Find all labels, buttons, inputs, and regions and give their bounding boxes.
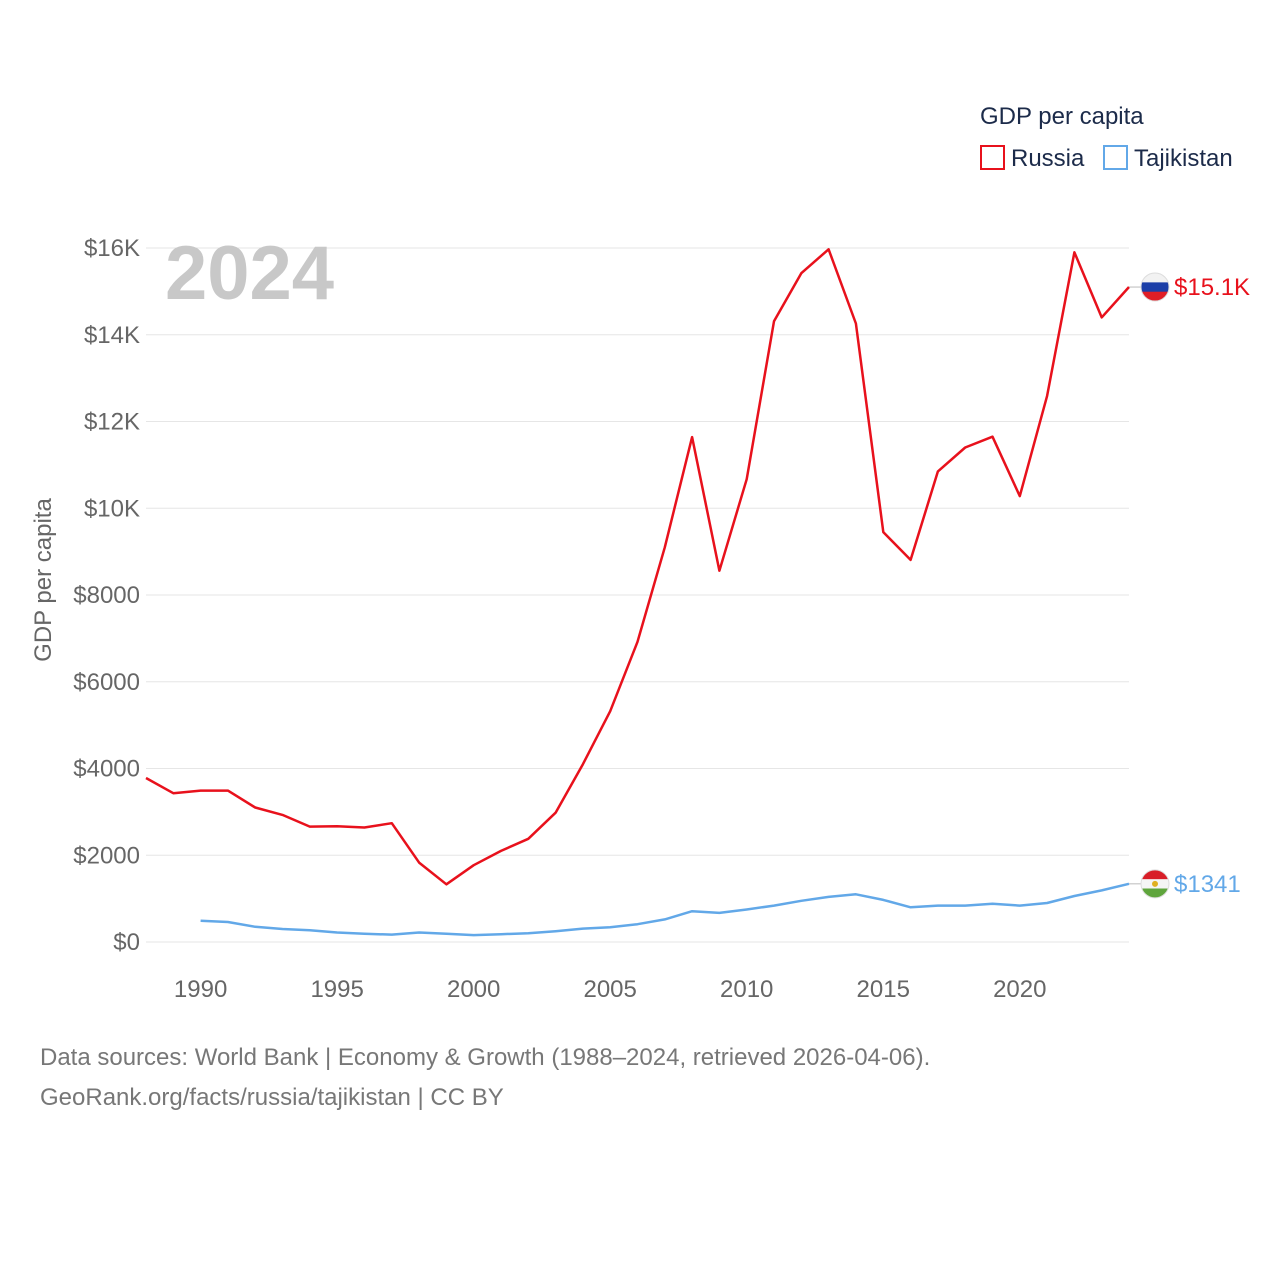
- x-tick-label: 2005: [583, 976, 636, 1003]
- y-tick-label: $12K: [84, 409, 140, 436]
- tajikistan-flag-icon: [1141, 869, 1169, 898]
- x-tick-label: 1990: [174, 976, 227, 1003]
- gridlines: [146, 247, 1129, 943]
- legend-swatch-russia: [980, 145, 1005, 170]
- x-tick-label: 2010: [720, 976, 773, 1003]
- y-axis-ticks: $0 $2000 $4000 $6000 $8000 $10K $12K $14K $16K: [73, 235, 140, 956]
- y-tick-label: $16K: [84, 235, 140, 262]
- x-tick-label: 2015: [857, 976, 910, 1003]
- attribution-line[interactable]: GeoRank.org/facts/russia/tajikistan | CC…: [40, 1084, 504, 1111]
- legend-item-russia[interactable]: Russia: [980, 145, 1085, 172]
- y-tick-label: $2000: [73, 842, 140, 869]
- x-tick-label: 1995: [310, 976, 363, 1003]
- flag-outline: [1140, 869, 1170, 899]
- end-value-label-russia: $15.1K: [1174, 274, 1250, 301]
- end-value-label-tajikistan: $1341: [1174, 871, 1241, 898]
- series-line-russia[interactable]: [145, 248, 1130, 886]
- legend-title: GDP per capita: [980, 103, 1144, 130]
- legend-label-tajikistan: Tajikistan: [1134, 145, 1233, 172]
- y-axis-title: GDP per capita: [30, 498, 57, 662]
- series-lines: [145, 248, 1130, 937]
- year-label: 2024: [165, 231, 334, 316]
- flag-outline: [1140, 272, 1170, 302]
- russia-flag-icon: [1141, 273, 1169, 302]
- x-tick-label: 2000: [447, 976, 500, 1003]
- y-tick-label: $8000: [73, 582, 140, 609]
- x-tick-label: 2020: [993, 976, 1046, 1003]
- x-axis-ticks: 1990 1995 2000 2005 2010 2015 2020: [174, 976, 1047, 1003]
- series-end-markers: $15.1K $1341: [1129, 272, 1250, 899]
- y-tick-label: $14K: [84, 322, 140, 349]
- y-tick-label: $4000: [73, 756, 140, 783]
- legend-item-tajikistan[interactable]: Tajikistan: [1103, 145, 1233, 172]
- source-line: Data sources: World Bank | Economy & Gro…: [40, 1044, 931, 1071]
- series-line-tajikistan[interactable]: [200, 882, 1130, 937]
- y-tick-label: $10K: [84, 495, 140, 522]
- legend: GDP per capita Russia Tajikistan: [980, 103, 1233, 172]
- y-tick-label: $6000: [73, 669, 140, 696]
- legend-label-russia: Russia: [1011, 145, 1085, 172]
- y-tick-label: $0: [113, 929, 140, 956]
- legend-swatch-tajikistan: [1103, 145, 1128, 170]
